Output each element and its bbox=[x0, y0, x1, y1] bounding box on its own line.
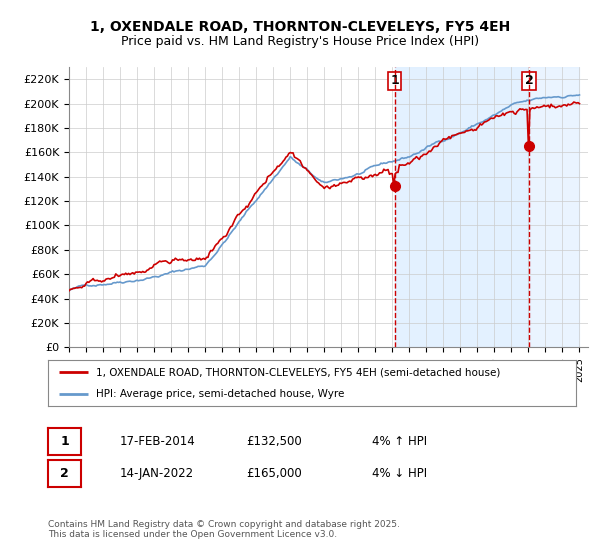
Text: £132,500: £132,500 bbox=[246, 435, 302, 448]
Text: 14-JAN-2022: 14-JAN-2022 bbox=[120, 467, 194, 480]
Text: 1: 1 bbox=[390, 74, 399, 87]
Text: 4% ↑ HPI: 4% ↑ HPI bbox=[372, 435, 427, 448]
Text: 2: 2 bbox=[525, 74, 533, 87]
Text: Contains HM Land Registry data © Crown copyright and database right 2025.
This d: Contains HM Land Registry data © Crown c… bbox=[48, 520, 400, 539]
Text: 1: 1 bbox=[60, 435, 69, 448]
Text: 1, OXENDALE ROAD, THORNTON-CLEVELEYS, FY5 4EH (semi-detached house): 1, OXENDALE ROAD, THORNTON-CLEVELEYS, FY… bbox=[95, 367, 500, 377]
Text: 17-FEB-2014: 17-FEB-2014 bbox=[120, 435, 196, 448]
Text: 4% ↓ HPI: 4% ↓ HPI bbox=[372, 467, 427, 480]
Text: HPI: Average price, semi-detached house, Wyre: HPI: Average price, semi-detached house,… bbox=[95, 389, 344, 399]
Text: 1, OXENDALE ROAD, THORNTON-CLEVELEYS, FY5 4EH: 1, OXENDALE ROAD, THORNTON-CLEVELEYS, FY… bbox=[90, 20, 510, 34]
Text: 2: 2 bbox=[60, 467, 69, 480]
Text: Price paid vs. HM Land Registry's House Price Index (HPI): Price paid vs. HM Land Registry's House … bbox=[121, 35, 479, 48]
Text: £165,000: £165,000 bbox=[246, 467, 302, 480]
